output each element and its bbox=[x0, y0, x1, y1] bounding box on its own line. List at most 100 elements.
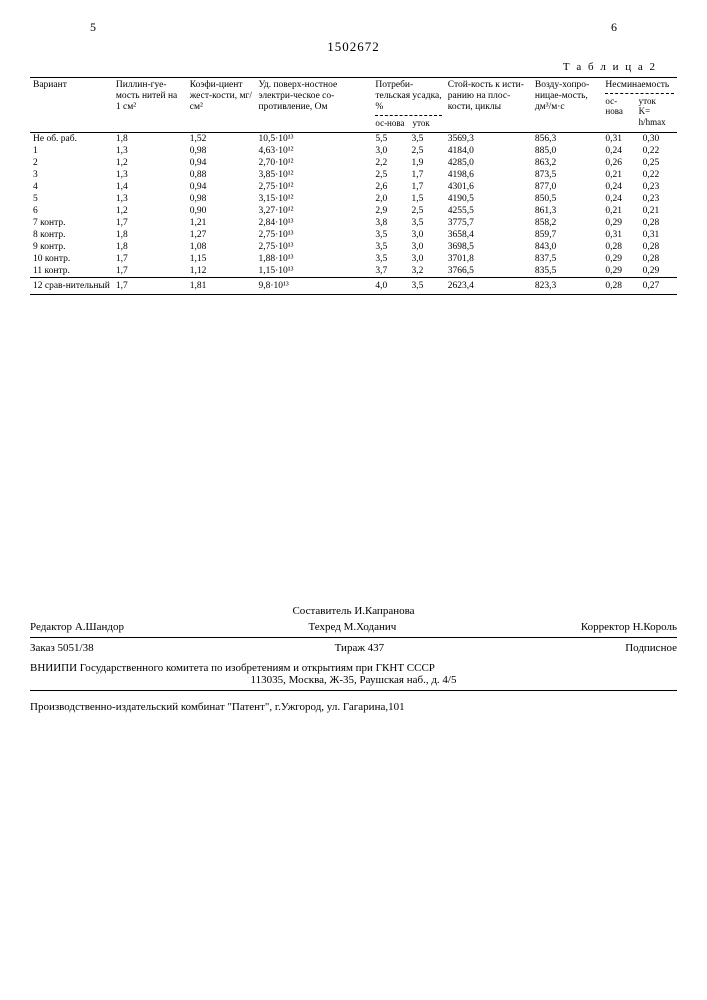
cell: 0,29 bbox=[602, 253, 639, 265]
cell: 4190,5 bbox=[445, 193, 532, 205]
cell: 1,3 bbox=[113, 193, 187, 205]
cell: 2,75·10¹² bbox=[256, 181, 373, 193]
cell: 3,7 bbox=[372, 265, 408, 278]
cell: 1,3 bbox=[113, 169, 187, 181]
cell: 3,5 bbox=[372, 229, 408, 241]
cell: 1,21 bbox=[187, 217, 256, 229]
cell: 3,15·10¹² bbox=[256, 193, 373, 205]
cell: 856,3 bbox=[532, 133, 603, 146]
cell: 0,28 bbox=[640, 253, 677, 265]
cell: 850,5 bbox=[532, 193, 603, 205]
cell: 0,28 bbox=[602, 278, 639, 295]
cell: 0,28 bbox=[640, 241, 677, 253]
cell: 0,24 bbox=[602, 181, 639, 193]
col-crease-warp: ос-нова bbox=[605, 96, 630, 127]
table-row: 8 контр.1,81,272,75·10¹³3,53,03658,4859,… bbox=[30, 229, 677, 241]
cell: 4,0 bbox=[372, 278, 408, 295]
cell: 2,75·10¹³ bbox=[256, 241, 373, 253]
cell: 0,31 bbox=[602, 229, 639, 241]
cell: 0,23 bbox=[640, 181, 677, 193]
col-shrinkage: Потреби-тельская усадка, % ос-нова уток bbox=[372, 78, 444, 131]
cell: 4285,0 bbox=[445, 157, 532, 169]
cell: 0,90 bbox=[187, 205, 256, 217]
credits-block: Составитель И.Капранова Редактор А.Шандо… bbox=[30, 605, 677, 691]
cell: 2,5 bbox=[409, 205, 445, 217]
cell: 837,5 bbox=[532, 253, 603, 265]
table-row: 31,30,883,85·10¹²2,51,74198,6873,50,210,… bbox=[30, 169, 677, 181]
data-table: Вариант Пиллин-гуе-мость нитей на 1 см² … bbox=[30, 77, 677, 295]
cell: 1,88·10¹³ bbox=[256, 253, 373, 265]
cell: 11 контр. bbox=[30, 265, 113, 278]
col-stiffness: Коэфи-циент жест-кости, мг/см² bbox=[187, 78, 256, 131]
col-pilling: Пиллин-гуе-мость нитей на 1 см² bbox=[113, 78, 187, 131]
table-row: 51,30,983,15·10¹²2,01,54190,5850,50,240,… bbox=[30, 193, 677, 205]
cell: 1,2 bbox=[113, 205, 187, 217]
cell: 3,2 bbox=[409, 265, 445, 278]
cell: 0,28 bbox=[640, 217, 677, 229]
cell: 3,0 bbox=[372, 145, 408, 157]
cell: 1,5 bbox=[409, 193, 445, 205]
cell: 843,0 bbox=[532, 241, 603, 253]
order-number: Заказ 5051/38 bbox=[30, 642, 94, 654]
cell: 835,5 bbox=[532, 265, 603, 278]
table-row: 21,20,942,70·10¹²2,21,94285,0863,20,260,… bbox=[30, 157, 677, 169]
cell: 1,8 bbox=[113, 229, 187, 241]
cell: 0,30 bbox=[640, 133, 677, 146]
cell: 3,27·10¹² bbox=[256, 205, 373, 217]
cell: 0,29 bbox=[640, 265, 677, 278]
footer: Производственно-издательский комбинат "П… bbox=[30, 701, 677, 713]
cell: 3,5 bbox=[409, 217, 445, 229]
cell: 1,8 bbox=[113, 241, 187, 253]
cell: 3,0 bbox=[409, 253, 445, 265]
organization: ВНИИПИ Государственного комитета по изоб… bbox=[30, 658, 677, 691]
cell: 2623,4 bbox=[445, 278, 532, 295]
cell: 4301,6 bbox=[445, 181, 532, 193]
cell: 858,2 bbox=[532, 217, 603, 229]
cell: 0,98 bbox=[187, 145, 256, 157]
cell: 0,22 bbox=[640, 145, 677, 157]
cell: 0,31 bbox=[602, 133, 639, 146]
cell: 2,2 bbox=[372, 157, 408, 169]
cell: 6 bbox=[30, 205, 113, 217]
cell: 2,70·10¹² bbox=[256, 157, 373, 169]
cell: 2,9 bbox=[372, 205, 408, 217]
cell: 2,0 bbox=[372, 193, 408, 205]
document-number: 1502672 bbox=[30, 39, 677, 55]
cell: 0,22 bbox=[640, 169, 677, 181]
table-label: Т а б л и ц а 2 bbox=[30, 61, 677, 73]
cell: 873,5 bbox=[532, 169, 603, 181]
col-variant: Вариант bbox=[30, 78, 113, 131]
cell: 4198,6 bbox=[445, 169, 532, 181]
cell: 3775,7 bbox=[445, 217, 532, 229]
cell: 823,3 bbox=[532, 278, 603, 295]
cell: 9 контр. bbox=[30, 241, 113, 253]
cell: 0,21 bbox=[602, 205, 639, 217]
cell: 1,3 bbox=[113, 145, 187, 157]
cell: 3,5 bbox=[372, 253, 408, 265]
cell: 1,7 bbox=[409, 169, 445, 181]
col-air: Возду-хопро-ницае-мость, дм³/м·с bbox=[532, 78, 603, 131]
cell: 1,7 bbox=[409, 181, 445, 193]
cell: 0,88 bbox=[187, 169, 256, 181]
cell: 1,7 bbox=[113, 253, 187, 265]
cell: 3658,4 bbox=[445, 229, 532, 241]
cell: Не об. раб. bbox=[30, 133, 113, 146]
cell: 0,24 bbox=[602, 145, 639, 157]
podpisnoe: Подписное bbox=[625, 642, 677, 654]
table-row: 11 контр.1,71,121,15·10¹³3,73,23766,5835… bbox=[30, 265, 677, 278]
cell: 1 bbox=[30, 145, 113, 157]
cell: 12 срав-нительный bbox=[30, 278, 113, 295]
cell: 3,5 bbox=[409, 133, 445, 146]
cell: 0,27 bbox=[640, 278, 677, 295]
cell: 3,8 bbox=[372, 217, 408, 229]
cell: 3766,5 bbox=[445, 265, 532, 278]
cell: 885,0 bbox=[532, 145, 603, 157]
cell: 0,94 bbox=[187, 157, 256, 169]
cell: 863,2 bbox=[532, 157, 603, 169]
table-row: 10 контр.1,71,151,88·10¹³3,53,03701,8837… bbox=[30, 253, 677, 265]
cell: 10 контр. bbox=[30, 253, 113, 265]
col-abrasion: Стой-кость к исти-ранию на плос-кости, ц… bbox=[445, 78, 532, 131]
cell: 2,5 bbox=[372, 169, 408, 181]
cell: 8 контр. bbox=[30, 229, 113, 241]
cell: 2,75·10¹³ bbox=[256, 229, 373, 241]
